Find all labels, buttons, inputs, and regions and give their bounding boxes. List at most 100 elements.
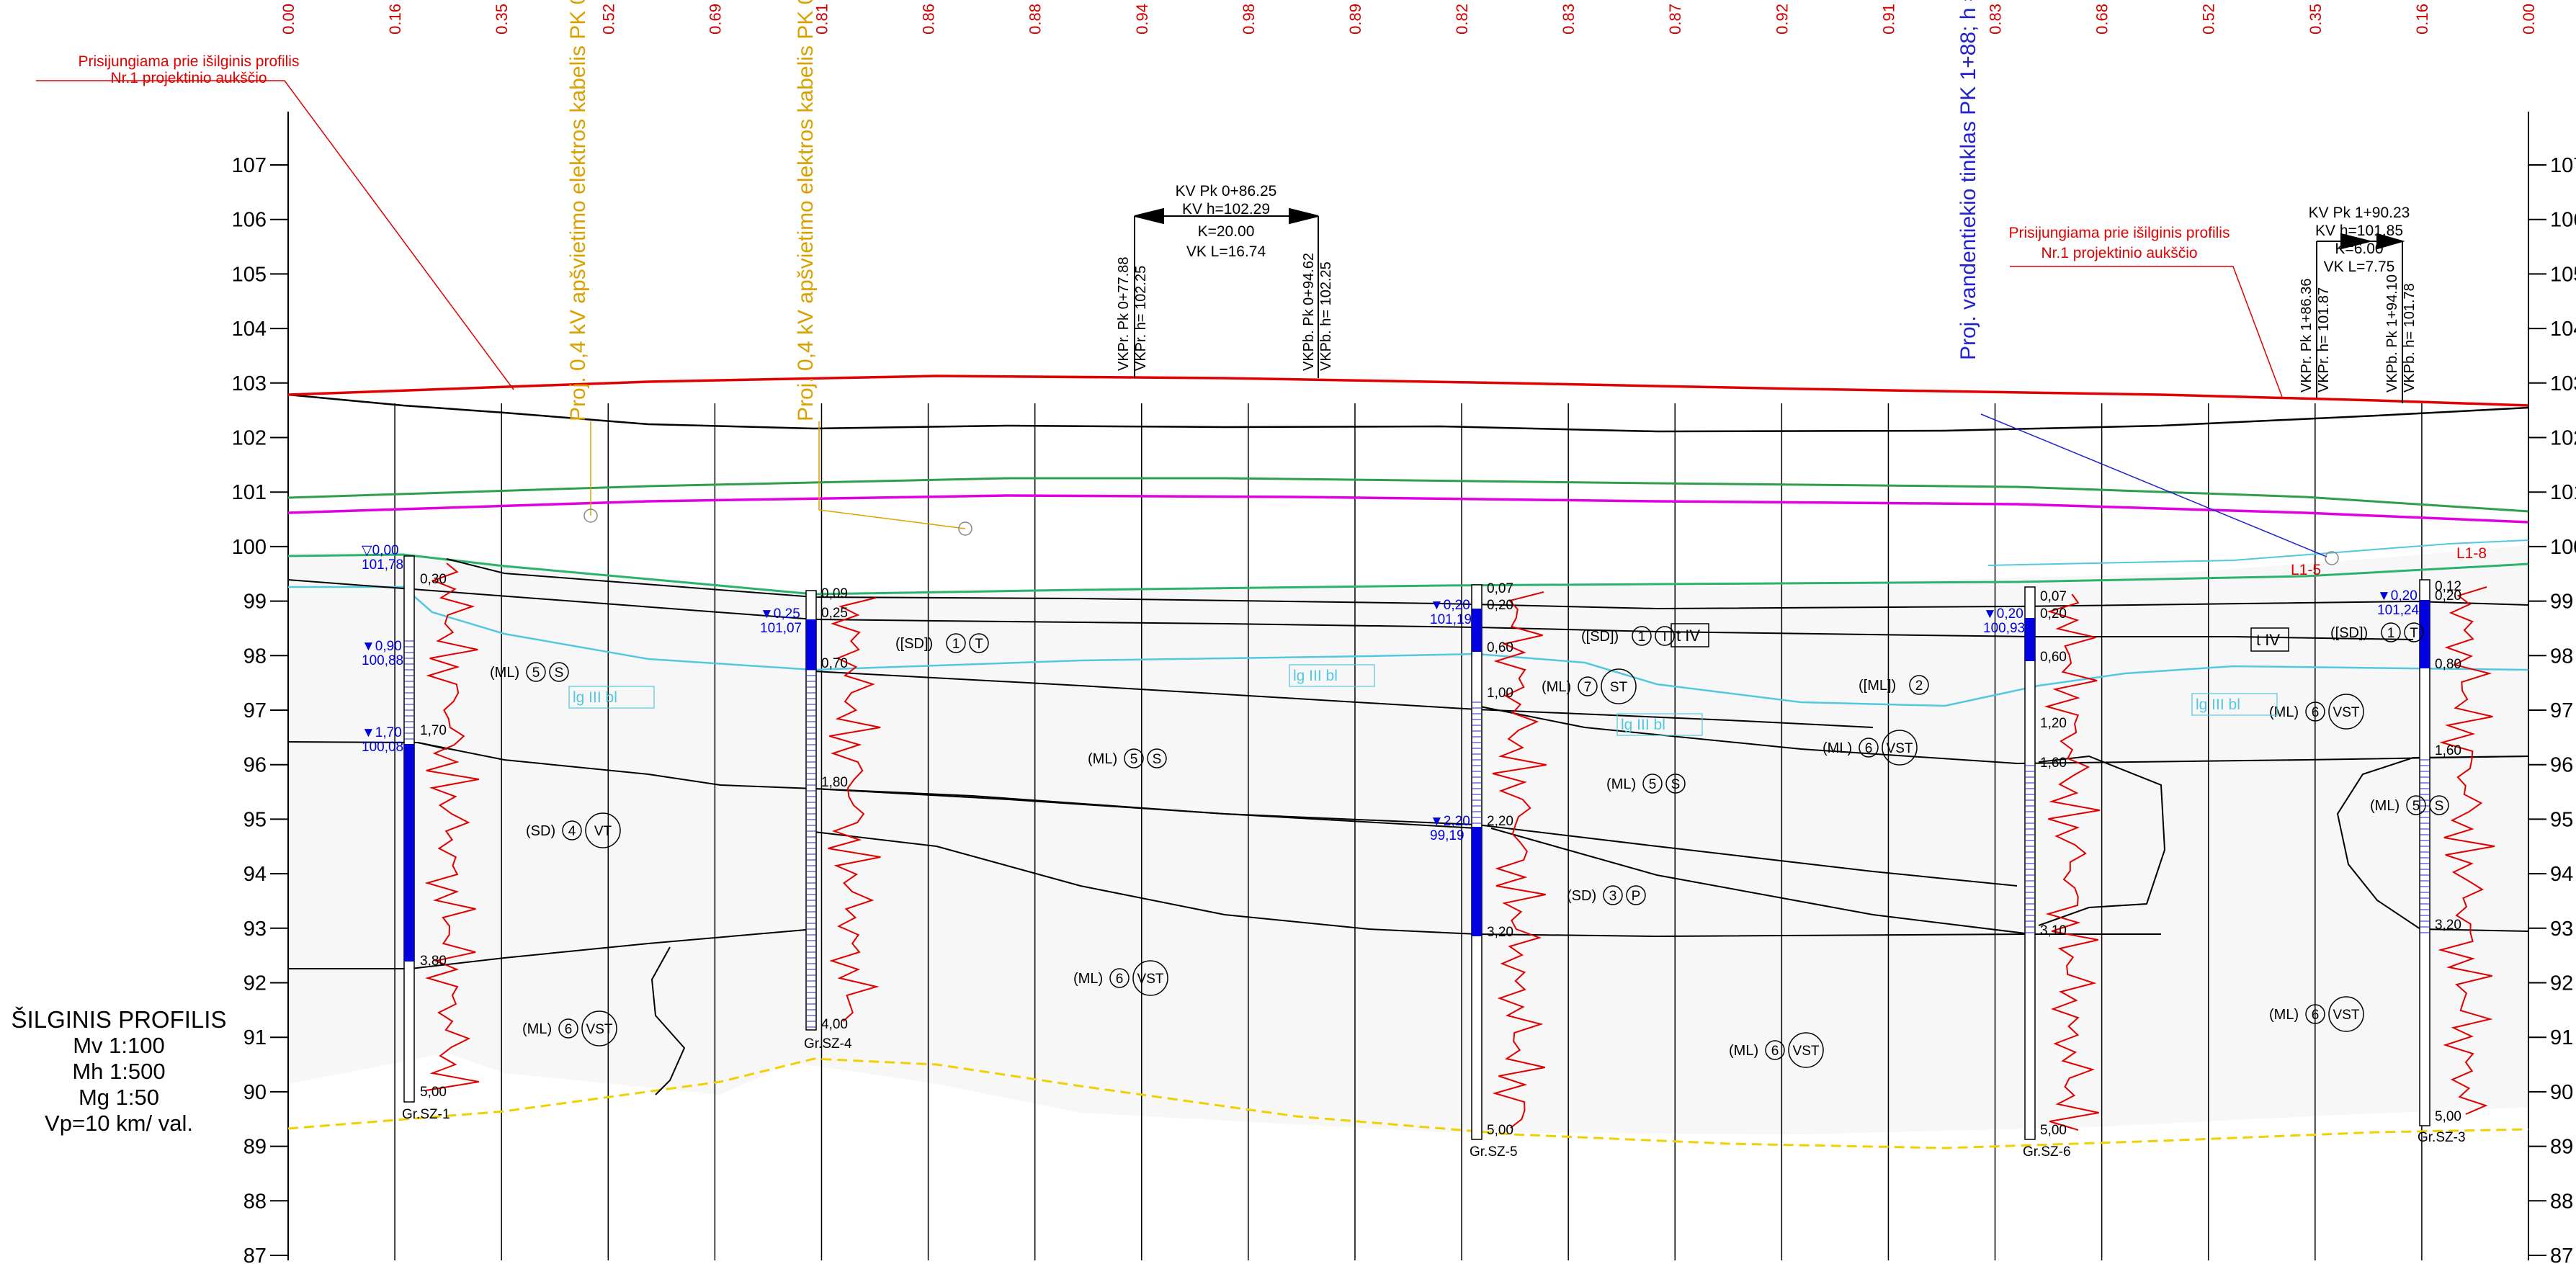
y-tick-label-right: 88 (2550, 1190, 2573, 1213)
curve1-right-pk: VKPb. Pk 0+94.62 (1301, 253, 1317, 371)
y-tick-label-right: 106 (2550, 209, 2576, 232)
depth-label: 1,60 (2435, 743, 2461, 758)
water-level-mark: ▽0,00 (362, 543, 399, 558)
y-tick-label-right: 99 (2550, 591, 2573, 614)
borehole-id: Gr.SZ-1 (402, 1107, 450, 1122)
y-tick-label-left: 105 (232, 263, 267, 286)
svg-text:T: T (975, 637, 983, 652)
soil-label: ([SD]) 1 T (1581, 626, 1675, 646)
svg-text:(ML): (ML) (2269, 1007, 2299, 1023)
soil-label: (ML) 6 VST (1729, 1032, 1824, 1068)
lg-label: lg III bl (1616, 713, 1703, 736)
scale-geology: Mg 1:50 (78, 1085, 159, 1110)
y-tick-label-right: 98 (2550, 645, 2573, 668)
depth-label: 3,20 (1487, 925, 1513, 940)
top-value-label: 0.98 (1240, 4, 1258, 35)
depth-label: 0,09 (821, 586, 848, 601)
soil-label: (ML) 5 S (490, 662, 569, 682)
svg-text:1: 1 (1638, 629, 1646, 645)
profile-title: ŠILGINIS PROFILIS (11, 1006, 227, 1033)
svg-text:VST: VST (1887, 741, 1913, 756)
top-value-label: 0.35 (2307, 4, 2325, 35)
depth-label: 1,60 (2040, 756, 2067, 771)
svg-text:(ML): (ML) (1729, 1043, 1758, 1059)
vertical-curve-1 (1134, 207, 1319, 378)
y-tick-label-left: 107 (232, 154, 267, 177)
borehole-Gr.SZ-1: Gr.SZ-10,301,703,805,00▽0,00101,78▼0,901… (362, 543, 480, 1122)
curve2-note: KV h=101.85 (2315, 223, 2403, 239)
depth-label: 1,00 (1487, 686, 1513, 701)
water-level-elev: 101,07 (760, 621, 802, 636)
green-lower-line (287, 553, 2529, 596)
soil-label: ([SD]) 1 T (2330, 622, 2424, 642)
scale-vertical: Mv 1:100 (73, 1033, 165, 1058)
depth-label: 5,00 (1487, 1123, 1513, 1138)
water-pipe-label: Proj. vandentiekio tinklas PK 1+88; h = … (1956, 0, 1980, 360)
svg-text:6: 6 (2312, 705, 2320, 720)
depth-label: 0,60 (1487, 640, 1513, 655)
top-value-label: 0.16 (386, 4, 404, 35)
curve2-right-pk: VKPb. Pk 1+94.10 (2384, 274, 2400, 393)
svg-text:S: S (1153, 752, 1162, 767)
depth-label: 4,00 (821, 1017, 848, 1032)
scale-horizontal: Mh 1:500 (72, 1059, 166, 1084)
svg-text:5: 5 (2412, 799, 2420, 814)
soil-label: (ML) 6 VST (1823, 730, 1918, 766)
curve2-note: VK L=7.75 (2324, 259, 2395, 275)
soil-label: (ML) 6 VST (2269, 996, 2364, 1032)
svg-text:([SD]): ([SD]) (2330, 625, 2368, 641)
lg-label: lg III bl (568, 686, 655, 709)
y-tick-label-left: 94 (243, 863, 267, 886)
borehole-Gr.SZ-5: Gr.SZ-5 0,07 0,20 0,60 1,00 2,20 3,20 5,00 ▼0,20… (1430, 581, 1547, 1160)
water-level-elev: 101,78 (362, 557, 403, 573)
leader-lines (36, 80, 2327, 557)
svg-text:1: 1 (952, 637, 960, 652)
svg-text:S: S (2435, 799, 2444, 814)
svg-text:S: S (1671, 777, 1681, 792)
y-tick-label-left: 88 (243, 1190, 267, 1213)
ground-line (287, 393, 2529, 433)
y-tick-label-left: 106 (232, 209, 267, 232)
curve1-note: K=20.00 (1198, 223, 1255, 240)
svg-text:VST: VST (2333, 705, 2360, 720)
cable2-label: Proj. 0,4 kV apšvietimo elektros kabelis… (794, 0, 818, 421)
soil-label: (ML) 5 S (1606, 774, 1686, 794)
soil-label: (ML) 5 S (1088, 748, 1167, 768)
y-tick-label-left: 103 (232, 372, 267, 395)
svg-text:lg III bl: lg III bl (1621, 717, 1665, 733)
y-tick-label-right: 96 (2550, 754, 2573, 777)
top-value-label: 0.69 (706, 4, 724, 35)
top-value-label: 0.00 (279, 4, 298, 35)
l15-label: L1-5 (2291, 562, 2321, 578)
y-tick-label-right: 102 (2550, 427, 2576, 450)
top-value-label: 0.89 (1346, 4, 1364, 35)
borehole-id: Gr.SZ-6 (2023, 1144, 2071, 1160)
top-values-row: 0.00 0.16 0.35 0.52 0.69 0.81 0.86 0.88 0.94 0.98… (279, 4, 2538, 35)
svg-text:(ML): (ML) (2370, 798, 2400, 814)
depth-label: 1,70 (420, 723, 447, 738)
top-value-label: 0.52 (2200, 4, 2218, 35)
left-connect-note-1: Prisijungiama prie išilginis profilis (79, 53, 300, 70)
top-value-label: 0.16 (2413, 4, 2431, 35)
y-tick-label-left: 93 (243, 918, 267, 941)
boreholes-group: Gr.SZ-10,301,703,805,00▽0,00101,78▼0,901… (362, 543, 2495, 1160)
tiv-label: t IV (2250, 627, 2289, 652)
curve1-note: KV Pk 0+86.25 (1176, 183, 1277, 200)
svg-text:2: 2 (1915, 678, 1923, 694)
soil-label: (ML) 6 VST (2269, 694, 2364, 730)
depth-label: 0,20 (1487, 598, 1513, 613)
top-value-label: 0.87 (1666, 4, 1684, 35)
depth-label: 0,30 (420, 572, 447, 587)
y-tick-label-right: 95 (2550, 808, 2573, 831)
top-value-label: 0.92 (1773, 4, 1791, 35)
y-tick-label-left: 100 (232, 536, 267, 559)
y-tick-label-left: 95 (243, 808, 267, 831)
y-tick-label-right: 103 (2550, 372, 2576, 395)
svg-text:([SD]): ([SD]) (895, 636, 933, 652)
water-level-elev: 99,19 (1430, 828, 1464, 843)
water-level-mark: ▼0,20 (1983, 606, 2023, 622)
depth-label: 0,60 (2040, 650, 2067, 665)
curve2-note: K=6.00 (2335, 241, 2383, 257)
design-line (287, 375, 2529, 407)
